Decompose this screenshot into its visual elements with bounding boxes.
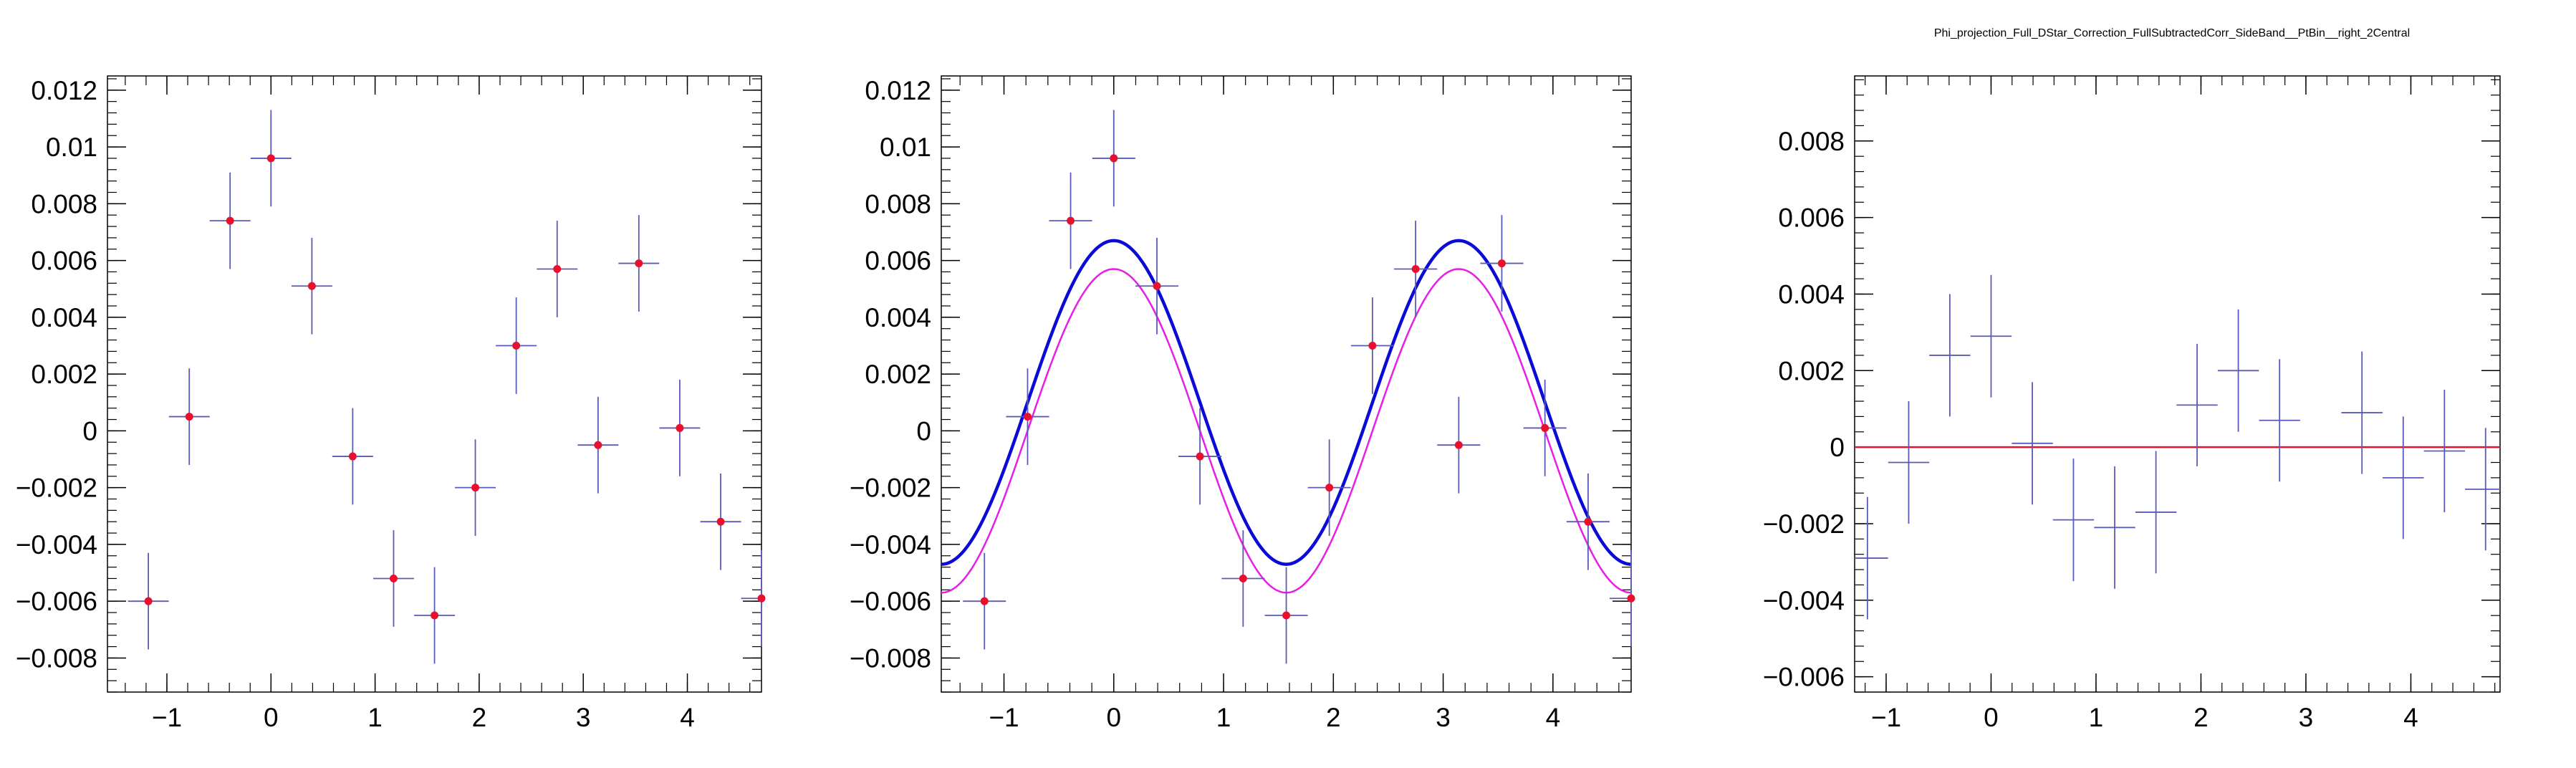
x-tick-label: 2 [472, 703, 487, 732]
y-tick-label: −0.002 [16, 474, 97, 503]
x-tick-label: 1 [2089, 703, 2104, 732]
x-tick-label: 3 [576, 703, 591, 732]
y-tick-label: 0 [82, 416, 97, 446]
y-tick-label: 0.004 [865, 303, 931, 332]
data-point-marker [553, 264, 562, 273]
y-tick-label: −0.002 [850, 474, 931, 503]
data-point-marker [980, 597, 989, 605]
data-point-marker [1325, 484, 1334, 492]
data-point-marker [389, 574, 398, 582]
x-tick-label: 4 [2403, 703, 2418, 732]
data-point-marker [1541, 423, 1549, 432]
y-tick-label: −0.002 [1763, 509, 1845, 539]
y-tick-label: 0 [916, 416, 931, 446]
data-point-marker [1627, 594, 1635, 603]
data-point-marker [1067, 216, 1075, 225]
y-tick-label: −0.006 [16, 587, 97, 616]
y-tick-label: 0.004 [31, 303, 97, 332]
y-tick-label: −0.008 [16, 643, 97, 673]
y-tick-label: −0.008 [850, 643, 931, 673]
fit-curve-fit-blue [941, 239, 1632, 566]
x-tick-label: −1 [152, 703, 182, 732]
x-tick-label: 3 [1436, 703, 1451, 732]
data-point-marker [1196, 452, 1204, 461]
data-point-marker [226, 216, 234, 225]
data-point-marker [348, 452, 357, 461]
panel-residuals: −0.006 −0.004 −0.002 0 0.002 0.004 0.006 0.008 −… [1763, 75, 2501, 732]
panel-raw-points: −0.008 −0.006 −0.004 −0.002 0 0.002 0.004 0.006… [16, 75, 766, 732]
x-tick-label: 0 [1984, 703, 1999, 732]
data-point-marker [266, 154, 275, 163]
y-tick-label: −0.004 [850, 530, 931, 560]
y-tick-label: 0.012 [31, 76, 97, 105]
data-point-marker [716, 517, 725, 526]
plot-frame [107, 75, 762, 693]
data-point-marker [1584, 517, 1592, 526]
x-tick-label: 1 [1216, 703, 1231, 732]
panel-fit-overlay: −0.008 −0.006 −0.004 −0.002 0 0.002 0.004 0.006… [850, 75, 1635, 732]
data-point-marker [635, 259, 643, 268]
y-tick-label: 0.008 [31, 189, 97, 219]
data-point-marker [1368, 341, 1377, 350]
y-tick-label: −0.006 [850, 587, 931, 616]
data-point-marker [1239, 574, 1247, 582]
x-tick-label: 2 [1326, 703, 1341, 732]
y-tick-label: −0.006 [1763, 663, 1845, 692]
y-tick-label: 0.008 [865, 189, 931, 219]
data-point-marker [1282, 611, 1291, 620]
data-point-marker [757, 594, 766, 603]
data-point-marker [512, 341, 521, 350]
plot-frame [1854, 75, 2501, 693]
x-tick-label: 3 [2299, 703, 2314, 732]
y-tick-label: 0.006 [865, 246, 931, 276]
y-tick-label: 0.006 [31, 246, 97, 276]
y-tick-label: 0.002 [865, 360, 931, 389]
y-tick-label: 0.004 [1778, 279, 1845, 309]
data-point-marker [431, 611, 439, 620]
data-point-marker [1023, 413, 1032, 421]
x-tick-label: 4 [1546, 703, 1561, 732]
x-tick-label: −1 [989, 703, 1019, 732]
y-tick-label: −0.004 [1763, 586, 1845, 615]
y-tick-label: 0.006 [1778, 203, 1845, 233]
data-point-marker [594, 441, 602, 449]
page-title: Phi_projection_Full_DStar_Correction_Ful… [1934, 27, 2410, 39]
plot-frame [941, 75, 1632, 693]
data-point-marker [307, 282, 316, 290]
y-tick-label: 0.002 [31, 360, 97, 389]
x-tick-label: 4 [680, 703, 695, 732]
y-tick-label: 0.01 [46, 133, 97, 162]
data-point-marker [1153, 282, 1161, 290]
data-point-marker [1411, 264, 1420, 273]
y-tick-label: 0.002 [1778, 356, 1845, 385]
data-point-marker [1454, 441, 1463, 449]
x-tick-label: 0 [1106, 703, 1121, 732]
data-point-marker [144, 597, 153, 605]
data-point-marker [471, 484, 480, 492]
x-tick-label: 2 [2193, 703, 2209, 732]
y-tick-label: 0.01 [880, 133, 931, 162]
data-point-marker [676, 423, 684, 432]
y-tick-label: 0 [1830, 433, 1845, 462]
data-point-marker [1497, 259, 1506, 268]
x-tick-label: 1 [367, 703, 383, 732]
data-point-marker [185, 413, 193, 421]
y-tick-label: 0.012 [865, 76, 931, 105]
x-tick-label: 0 [264, 703, 279, 732]
y-tick-label: 0.008 [1778, 127, 1845, 156]
x-tick-label: −1 [1871, 703, 1901, 732]
y-tick-label: −0.004 [16, 530, 97, 560]
data-point-marker [1110, 154, 1118, 163]
